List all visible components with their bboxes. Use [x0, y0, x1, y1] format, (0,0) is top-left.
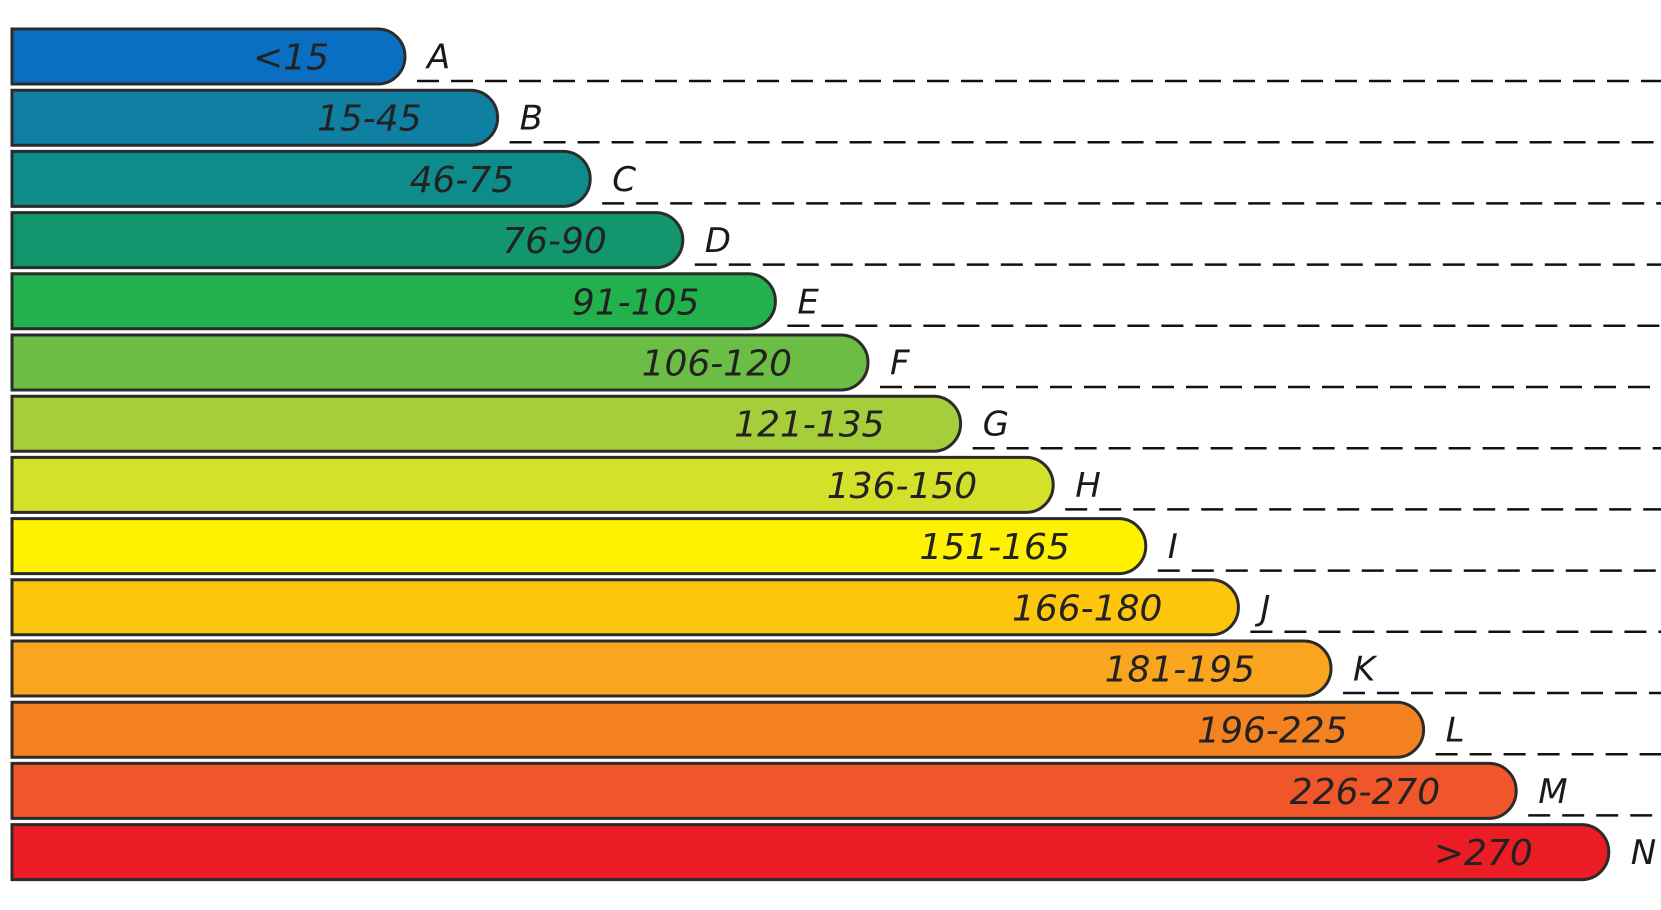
class-range-label-l: 196-225 [1197, 711, 1347, 752]
class-bar-c [10, 149, 592, 208]
class-row-b: 15-45 B [10, 88, 543, 147]
class-letter-l: L [1446, 711, 1465, 751]
class-row-a: <15 A [10, 27, 450, 86]
class-range-label-d: 76-90 [502, 221, 607, 262]
class-letter-i: I [1168, 527, 1178, 567]
class-bar-e [10, 272, 777, 331]
class-letter-f: F [890, 344, 910, 384]
class-bar-a [10, 27, 407, 86]
class-row-i: 151-165 I [10, 517, 1178, 576]
class-row-g: 121-135 G [10, 394, 1009, 453]
class-bar-n [10, 823, 1611, 882]
class-letter-b: B [520, 99, 543, 139]
class-row-e: 91-105 E [10, 272, 819, 331]
dashed-guides [417, 79, 1661, 817]
class-row-d: 76-90 D [10, 211, 731, 270]
class-row-f: 106-120 F [10, 333, 910, 392]
class-row-j: 166-180 J [10, 578, 1270, 637]
class-row-l: 196-225 L [10, 700, 1465, 759]
class-row-c: 46-75 C [10, 149, 636, 208]
class-row-h: 136-150 H [10, 455, 1101, 514]
class-letter-h: H [1075, 466, 1101, 506]
class-row-m: 226-270 M [10, 761, 1568, 820]
class-bar-i [10, 517, 1148, 576]
class-bar-j [10, 578, 1240, 637]
class-letter-g: G [983, 405, 1009, 445]
class-bar-h [10, 455, 1055, 514]
class-range-label-k: 181-195 [1105, 650, 1255, 691]
class-row-k: 181-195 K [10, 639, 1378, 698]
class-bar-m [10, 761, 1518, 820]
class-bar-g [10, 394, 963, 453]
class-letter-d: D [705, 221, 731, 261]
class-range-label-a: <15 [253, 38, 329, 79]
class-range-label-h: 136-150 [827, 466, 977, 507]
class-range-label-b: 15-45 [317, 99, 422, 140]
class-range-label-m: 226-270 [1290, 772, 1440, 813]
class-letter-k: K [1353, 650, 1378, 690]
class-bar-l [10, 700, 1426, 759]
class-range-label-f: 106-120 [642, 344, 792, 385]
class-letter-e: E [797, 282, 819, 322]
class-bar-f [10, 333, 870, 392]
class-range-label-e: 91-105 [572, 282, 700, 323]
class-bar-k [10, 639, 1333, 698]
class-letter-c: C [612, 160, 636, 200]
class-letter-a: A [425, 38, 450, 78]
class-row-n: >270 N [10, 823, 1656, 882]
class-range-label-g: 121-135 [734, 405, 884, 446]
class-range-label-i: 151-165 [919, 527, 1069, 568]
class-bar-d [10, 211, 685, 270]
class-range-label-n: >270 [1434, 833, 1533, 874]
class-bar-b [10, 88, 500, 147]
class-letter-m: M [1538, 772, 1567, 812]
class-letter-n: N [1631, 833, 1656, 873]
class-range-label-j: 166-180 [1012, 588, 1162, 629]
class-range-label-c: 46-75 [410, 160, 515, 201]
class-letter-j: J [1254, 588, 1270, 628]
